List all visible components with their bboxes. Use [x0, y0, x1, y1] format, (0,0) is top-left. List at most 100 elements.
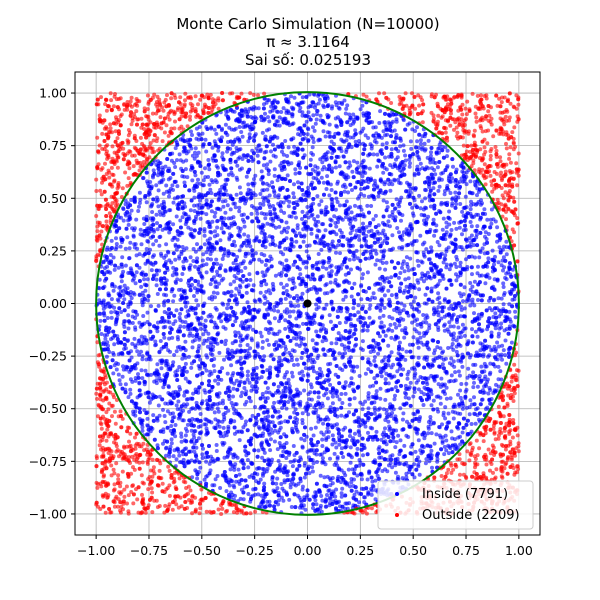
point-inside	[129, 296, 134, 301]
point-outside	[120, 469, 125, 474]
point-inside	[352, 492, 357, 497]
point-inside	[297, 330, 302, 335]
point-inside	[311, 113, 316, 118]
point-inside	[161, 213, 166, 218]
point-inside	[346, 165, 351, 170]
point-inside	[143, 288, 148, 293]
point-inside	[253, 173, 258, 178]
point-outside	[493, 145, 498, 149]
point-inside	[289, 358, 294, 363]
point-inside	[360, 348, 365, 352]
point-inside	[294, 357, 299, 362]
point-outside	[150, 490, 155, 495]
point-inside	[192, 195, 197, 200]
point-inside	[403, 357, 408, 362]
point-inside	[318, 157, 323, 162]
point-inside	[314, 302, 319, 307]
point-inside	[241, 497, 246, 502]
point-inside	[437, 278, 442, 283]
point-inside	[432, 348, 437, 353]
point-outside	[474, 438, 479, 443]
point-inside	[489, 207, 494, 212]
point-outside	[196, 102, 200, 107]
point-inside	[434, 432, 439, 437]
point-outside	[483, 182, 488, 187]
point-inside	[470, 272, 474, 277]
point-inside	[151, 242, 156, 247]
point-outside	[123, 170, 128, 175]
point-inside	[288, 482, 293, 487]
point-inside	[279, 281, 284, 286]
point-outside	[503, 114, 508, 119]
point-inside	[205, 256, 210, 261]
point-inside	[213, 295, 217, 300]
point-outside	[474, 115, 479, 120]
point-inside	[261, 180, 265, 185]
point-inside	[132, 336, 137, 341]
point-inside	[411, 335, 416, 340]
point-inside	[190, 178, 195, 183]
point-inside	[396, 351, 401, 356]
point-inside	[294, 215, 298, 220]
point-inside	[366, 136, 371, 140]
point-inside	[134, 270, 139, 275]
point-outside	[377, 91, 381, 96]
point-inside	[496, 377, 501, 382]
point-outside	[198, 97, 203, 102]
point-inside	[156, 403, 161, 408]
point-inside	[263, 263, 268, 267]
point-outside	[459, 117, 464, 122]
point-inside	[260, 130, 265, 135]
point-inside	[151, 413, 156, 418]
point-outside	[208, 92, 213, 97]
point-inside	[193, 173, 198, 178]
point-inside	[289, 355, 294, 360]
point-inside	[313, 121, 318, 126]
point-inside	[335, 455, 340, 460]
point-inside	[259, 169, 264, 174]
chart-title: Monte Carlo Simulation (N=10000) π ≈ 3.1…	[176, 15, 439, 69]
point-outside	[389, 101, 394, 105]
point-inside	[212, 214, 217, 219]
point-outside	[183, 98, 187, 103]
point-inside	[239, 130, 244, 134]
point-inside	[467, 236, 472, 241]
point-inside	[460, 209, 465, 214]
point-inside	[471, 202, 476, 207]
point-inside	[504, 252, 509, 257]
point-outside	[127, 439, 131, 444]
point-inside	[321, 129, 326, 134]
point-inside	[402, 163, 407, 168]
point-inside	[164, 446, 168, 451]
point-inside	[329, 188, 334, 192]
point-inside	[353, 343, 357, 348]
point-inside	[114, 236, 118, 241]
point-outside	[119, 195, 124, 199]
point-inside	[403, 395, 408, 400]
point-inside	[260, 391, 265, 396]
point-outside	[139, 473, 144, 478]
point-inside	[458, 264, 463, 269]
point-inside	[493, 326, 498, 331]
point-inside	[330, 442, 335, 447]
point-inside	[337, 106, 342, 111]
point-inside	[414, 380, 419, 385]
point-outside	[498, 155, 503, 160]
point-inside	[320, 265, 325, 270]
point-outside	[510, 130, 515, 135]
point-inside	[277, 355, 282, 360]
point-inside	[306, 412, 311, 417]
point-outside	[130, 454, 135, 459]
point-outside	[361, 92, 366, 97]
point-outside	[477, 446, 482, 451]
point-inside	[495, 225, 500, 230]
point-inside	[499, 263, 504, 268]
point-inside	[431, 398, 436, 403]
point-outside	[444, 471, 449, 476]
point-inside	[460, 322, 465, 327]
point-inside	[149, 304, 153, 309]
point-inside	[235, 163, 240, 168]
point-inside	[200, 452, 205, 457]
point-inside	[189, 129, 193, 134]
point-inside	[389, 293, 394, 298]
